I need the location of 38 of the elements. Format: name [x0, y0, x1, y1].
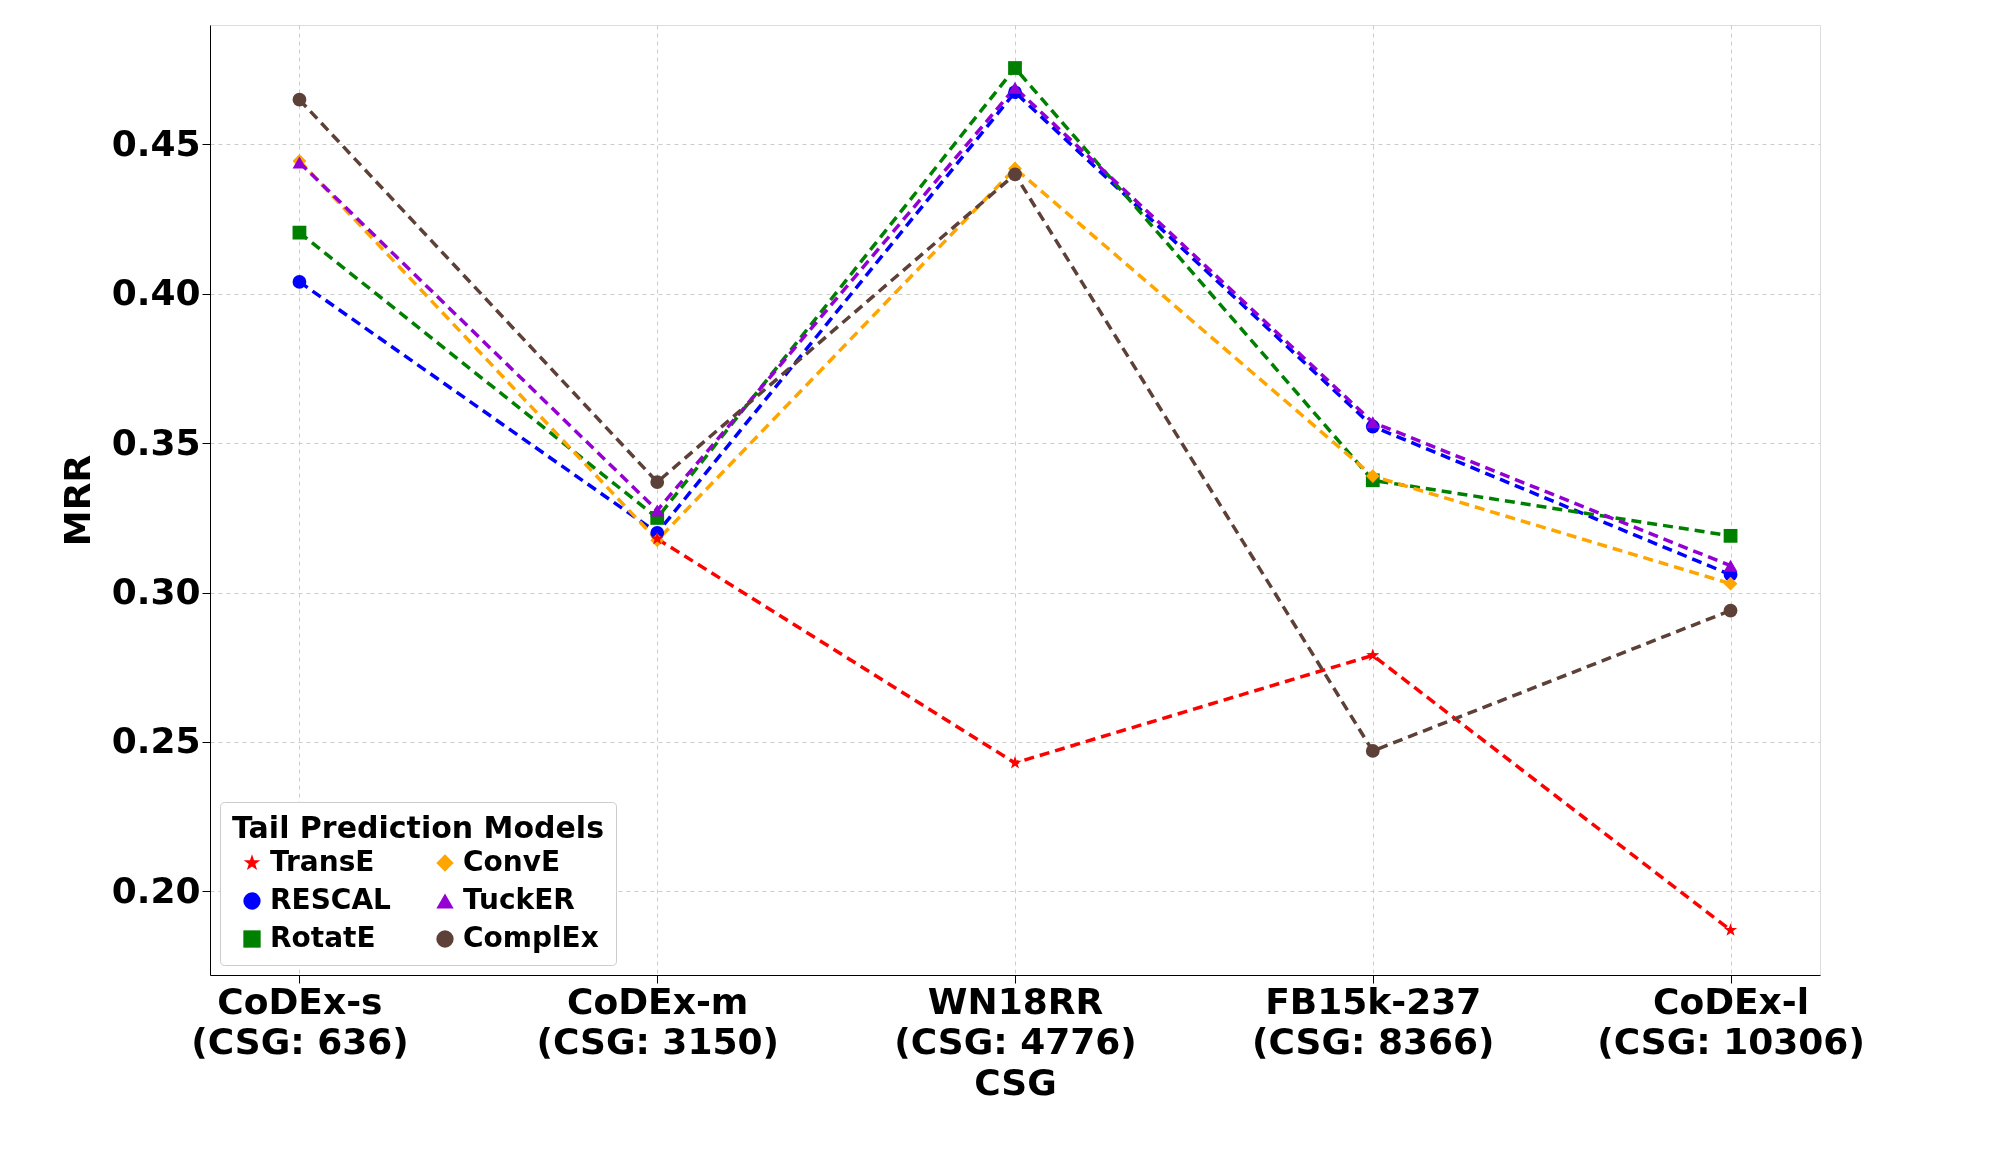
y-tick-label: 0.45: [111, 123, 201, 164]
point: [1008, 81, 1022, 94]
point: [650, 475, 665, 489]
legend-label: TuckER: [463, 883, 575, 916]
y-tick-label: 0.35: [111, 421, 201, 463]
point: [1723, 576, 1738, 591]
y-tick-label: 0.25: [111, 720, 201, 762]
point: [1723, 603, 1738, 618]
x-tick-label: FB15k-237 (CSG: 8366): [1251, 980, 1495, 1062]
legend-label: ConvE: [463, 845, 561, 878]
point: [1723, 559, 1738, 572]
point: [1723, 528, 1738, 543]
legend-label: ComplEx: [463, 921, 599, 954]
point: [1008, 167, 1022, 182]
legend-label: RESCAL: [270, 883, 392, 916]
y-tick-label: 0.40: [111, 272, 201, 314]
legend-label: TransE: [270, 845, 375, 878]
point: [1365, 469, 1380, 483]
point: [1366, 648, 1380, 661]
legend-label: RotatE: [270, 921, 376, 954]
point: [1365, 416, 1380, 429]
x-tick-label: CoDEx-l (CSG: 10306): [1597, 980, 1865, 1062]
point: [1724, 923, 1738, 936]
legend-title: Tail Prediction Models: [232, 810, 604, 845]
point: [292, 275, 307, 289]
point: [292, 225, 307, 240]
x-tick-label: WN18RR (CSG: 4776): [894, 980, 1137, 1062]
y-tick-label: 0.30: [111, 571, 201, 613]
point: [292, 92, 307, 107]
point: [1008, 756, 1022, 769]
y-tick-label: 0.20: [111, 869, 201, 911]
x-axis-title: CSG: [974, 1061, 1057, 1103]
x-tick-label: CoDEx-m (CSG: 3150): [536, 980, 780, 1062]
point: [1008, 61, 1022, 75]
y-axis-title: MRR: [56, 454, 98, 547]
x-tick-label: CoDEx-s (CSG: 636): [191, 980, 409, 1062]
point: [1365, 744, 1380, 758]
point: [650, 504, 665, 517]
